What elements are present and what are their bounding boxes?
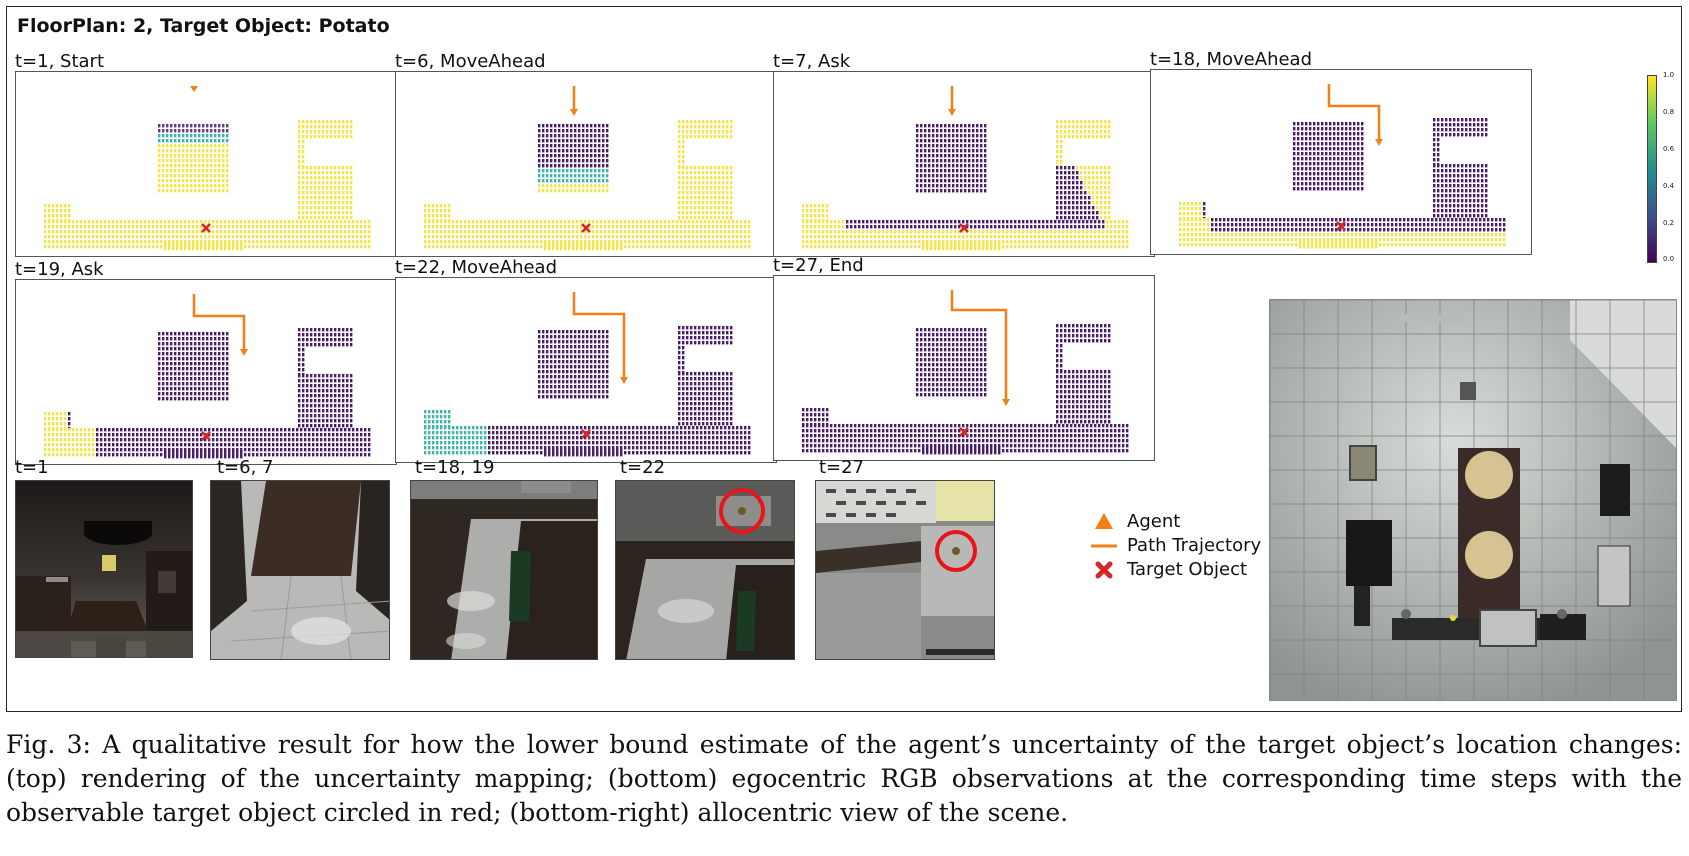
path-trajectory	[1327, 84, 1381, 140]
obs-label-t6-7: t=6, 7	[217, 457, 274, 478]
target-object-marker	[959, 223, 969, 233]
map-label-t19: t=19, Ask	[15, 259, 104, 280]
triangle-icon	[1095, 513, 1113, 529]
line-icon	[1091, 544, 1117, 548]
target-object-marker	[201, 431, 211, 441]
legend-item-path: Path Trajectory	[1089, 533, 1289, 559]
target-object-marker	[959, 427, 969, 437]
figure-title: FloorPlan: 2, Target Object: Potato	[17, 15, 390, 37]
path-trajectory	[572, 292, 626, 378]
colorbar-tick: 1.0	[1663, 71, 1675, 79]
legend-item-agent: Agent	[1089, 509, 1289, 535]
map-label-t7: t=7, Ask	[773, 51, 851, 72]
map-label-t6: t=6, MoveAhead	[395, 51, 546, 72]
uncertainty-map-t1	[15, 71, 397, 257]
rgb-observation-t22	[615, 480, 795, 660]
map-label-t22: t=22, MoveAhead	[395, 257, 558, 278]
agent-marker	[1375, 139, 1383, 146]
legend-item-target: Target Object	[1089, 557, 1289, 583]
map-label-t1: t=1, Start	[15, 51, 105, 72]
obs-label-t18-19: t=18, 19	[415, 457, 495, 478]
colorbar-tick: 0.8	[1663, 108, 1675, 116]
colorbar-tick: 0.6	[1663, 145, 1675, 153]
map-label-t27: t=27, End	[773, 255, 864, 276]
target-object-marker	[1336, 221, 1346, 231]
legend-label: Target Object	[1127, 559, 1248, 580]
map-label-t18: t=18, MoveAhead	[1150, 49, 1313, 70]
cross-icon	[1095, 561, 1113, 579]
path-trajectory	[192, 294, 246, 350]
rgb-observation-t18-19	[410, 480, 598, 660]
target-object-marker	[581, 429, 591, 439]
agent-marker	[1002, 399, 1010, 406]
target-circle-icon	[719, 488, 765, 534]
uncertainty-map-t22	[395, 277, 777, 463]
colorbar-tick: 0.0	[1663, 255, 1675, 263]
uncertainty-map-t18	[1150, 69, 1532, 255]
legend: Agent Path Trajectory Target Object	[1089, 509, 1289, 589]
uncertainty-map-t6	[395, 71, 777, 257]
obs-label-t22: t=22	[620, 457, 666, 478]
target-object-marker	[581, 223, 591, 233]
colorbar-tick: 0.4	[1663, 182, 1675, 190]
agent-marker	[240, 349, 248, 356]
path-trajectory	[950, 290, 1008, 400]
obs-label-t1: t=1	[15, 457, 49, 478]
allocentric-view	[1269, 299, 1677, 701]
rgb-observation-t1	[15, 480, 193, 658]
legend-label: Agent	[1127, 511, 1181, 532]
target-circle-icon	[935, 530, 977, 572]
uncertainty-map-t19	[15, 279, 397, 465]
agent-marker	[948, 109, 956, 116]
figure-caption: Fig. 3: A qualitative result for how the…	[6, 730, 1682, 827]
uncertainty-map-t27	[773, 275, 1155, 461]
agent-marker	[570, 109, 578, 116]
obs-label-t27: t=27	[819, 457, 865, 478]
uncertainty-map-t7	[773, 71, 1155, 257]
target-object-marker	[201, 223, 211, 233]
figure-panel: FloorPlan: 2, Target Object: Potato t=1,…	[6, 6, 1682, 712]
colorbar-tick: 0.2	[1663, 219, 1675, 227]
rgb-observation-t27	[815, 480, 995, 660]
agent-marker	[190, 86, 198, 92]
agent-marker	[620, 377, 628, 384]
colorbar	[1647, 75, 1657, 263]
legend-label: Path Trajectory	[1127, 535, 1262, 556]
rgb-observation-t6-7	[210, 480, 390, 660]
